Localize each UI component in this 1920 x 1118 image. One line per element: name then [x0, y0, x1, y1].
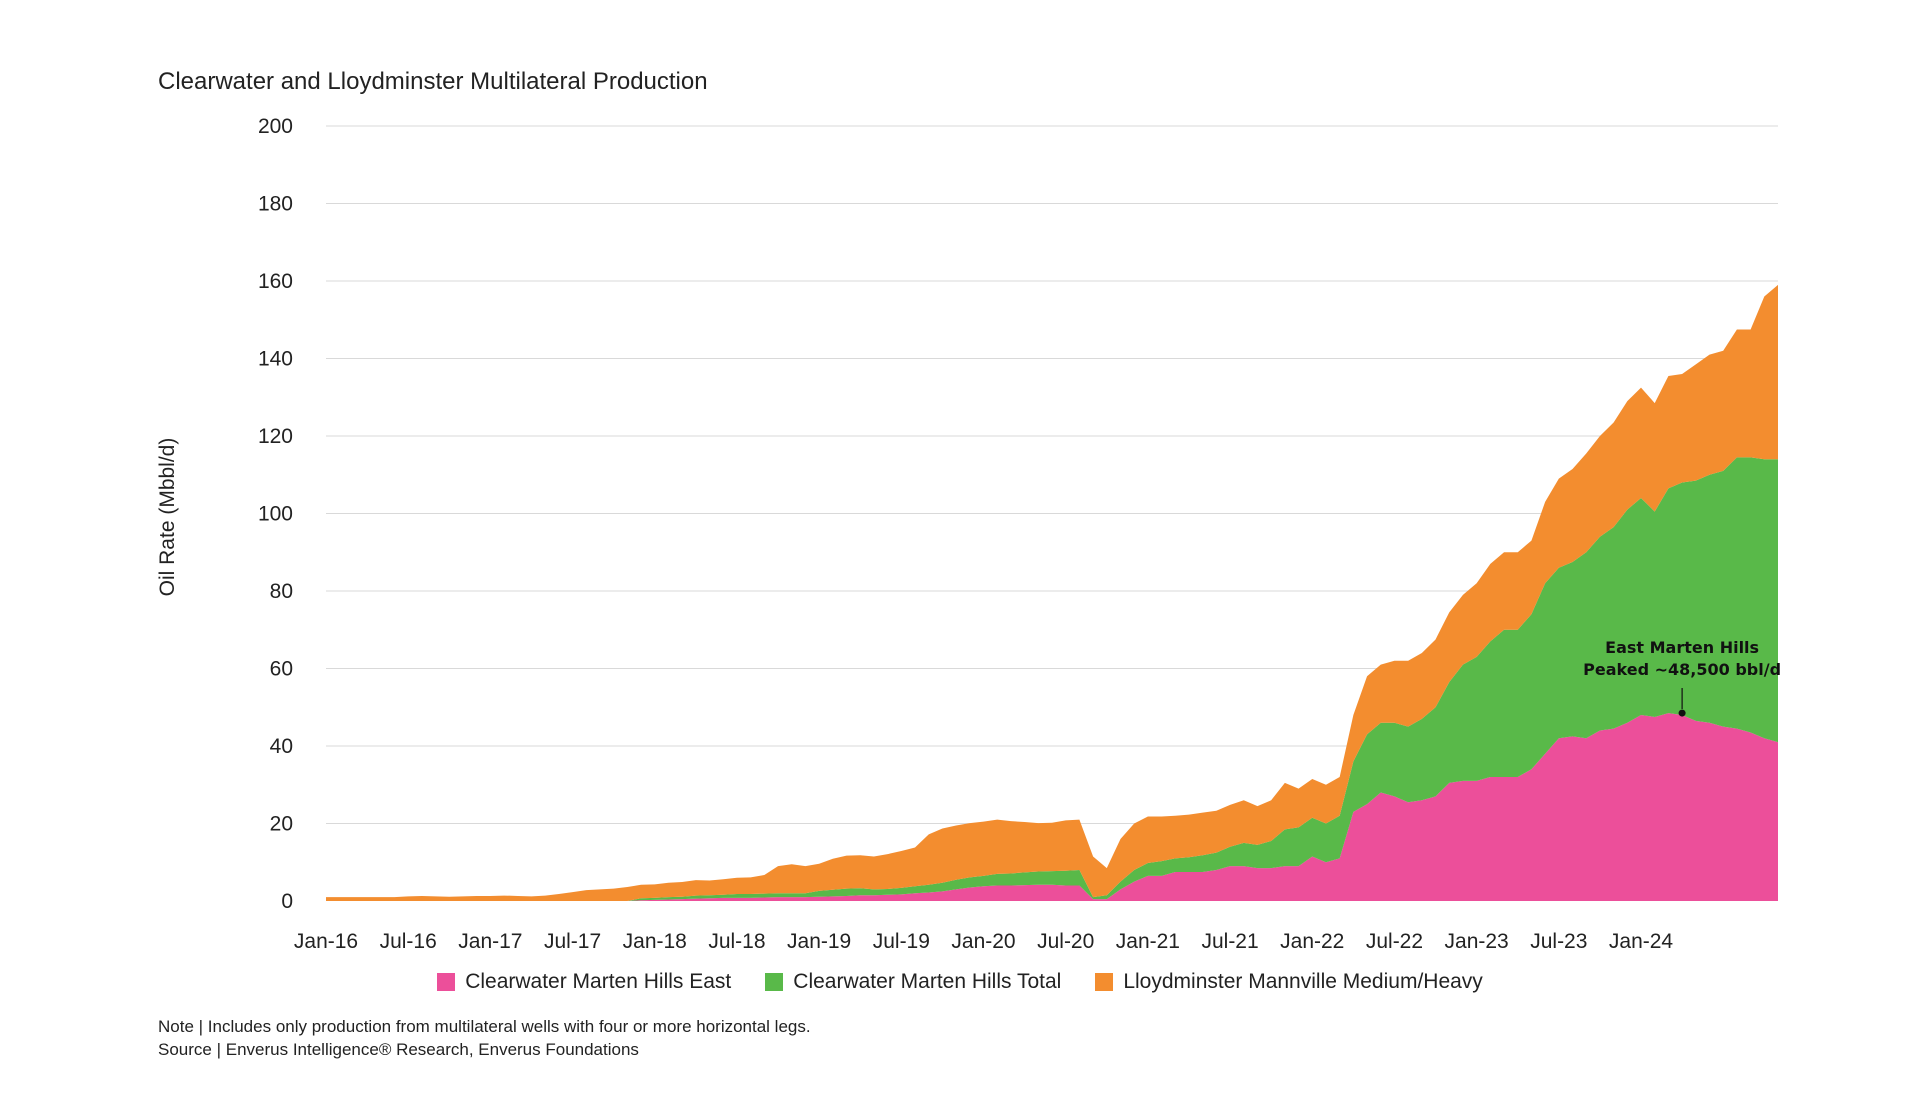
- stacked-area-chart: 0 20 40 60 80 100 120 140 160 180 200 Jan-16 Jul-16…: [156, 115, 1781, 953]
- x-tick-label: Jul-19: [873, 930, 930, 953]
- x-tick-label: Jan-24: [1609, 930, 1674, 953]
- y-tick-label: 20: [270, 813, 293, 836]
- source-text: Source | Enverus Intelligence® Research,…: [158, 1040, 639, 1059]
- area-lloydminster: [326, 284, 1778, 901]
- x-tick-label: Jan-23: [1445, 930, 1509, 953]
- x-tick-label: Jan-18: [623, 930, 687, 953]
- gridlines: [326, 125, 1778, 824]
- x-tick-label: Jan-22: [1280, 930, 1344, 953]
- annotation-line-1: East Marten Hills: [1605, 638, 1759, 657]
- y-tick-label: 200: [258, 115, 293, 138]
- area-marten-hills-east: [326, 713, 1778, 901]
- legend-item-lloyd: Lloydminster Mannville Medium/Heavy: [1095, 970, 1483, 994]
- x-tick-label: Jul-23: [1530, 930, 1587, 953]
- y-tick-label: 140: [258, 348, 293, 371]
- x-tick-label: Jan-21: [1116, 930, 1180, 953]
- x-tick-label: Jan-20: [951, 930, 1015, 953]
- note-text: Note | Includes only production from mul…: [158, 1017, 811, 1036]
- x-tick-label: Jan-19: [787, 930, 851, 953]
- legend-swatch-lloyd: [1095, 973, 1114, 991]
- x-tick-label: Jul-16: [380, 930, 437, 953]
- x-tick-label: Jul-21: [1201, 930, 1258, 953]
- legend-swatch-total: [765, 973, 784, 991]
- y-tick-label: 160: [258, 270, 293, 293]
- x-tick-label: Jan-16: [294, 930, 358, 953]
- y-tick-label: 100: [258, 503, 293, 526]
- x-tick-label: Jul-17: [544, 930, 601, 953]
- x-axis-ticks: Jan-16 Jul-16 Jan-17 Jul-17 Jan-18 Jul-18 Jan-…: [294, 930, 1674, 953]
- footnotes: Note | Includes only production from mul…: [158, 1015, 811, 1061]
- legend-item-total: Clearwater Marten Hills Total: [765, 970, 1061, 994]
- area-series: [326, 284, 1778, 901]
- x-tick-label: Jul-20: [1037, 930, 1094, 953]
- y-tick-label: 80: [270, 580, 293, 603]
- y-tick-label: 40: [270, 735, 293, 758]
- legend-swatch-east: [437, 973, 456, 991]
- y-axis-label: Oil Rate (Mbbl/d): [156, 438, 179, 597]
- y-tick-label: 60: [270, 658, 293, 681]
- legend: Clearwater Marten Hills East Clearwater …: [0, 970, 1920, 994]
- y-tick-label: 180: [258, 193, 293, 216]
- annotation-dot: [1678, 709, 1686, 717]
- y-tick-label: 0: [281, 890, 293, 913]
- y-axis-ticks: 0 20 40 60 80 100 120 140 160 180 200: [258, 115, 293, 913]
- annotation-line-2: Peaked ~48,500 bbl/d: [1583, 660, 1781, 679]
- x-tick-label: Jul-18: [708, 930, 765, 953]
- legend-label-lloyd: Lloydminster Mannville Medium/Heavy: [1123, 970, 1483, 993]
- peak-annotation: East Marten Hills Peaked ~48,500 bbl/d: [1583, 638, 1781, 717]
- y-tick-label: 120: [258, 425, 293, 448]
- legend-label-total: Clearwater Marten Hills Total: [793, 970, 1062, 993]
- x-tick-label: Jan-17: [458, 930, 522, 953]
- chart-title: Clearwater and Lloydminster Multilateral…: [158, 68, 708, 95]
- legend-label-east: Clearwater Marten Hills East: [465, 970, 732, 993]
- area-marten-hills-total: [326, 457, 1778, 901]
- legend-item-east: Clearwater Marten Hills East: [437, 970, 731, 994]
- x-tick-label: Jul-22: [1366, 930, 1423, 953]
